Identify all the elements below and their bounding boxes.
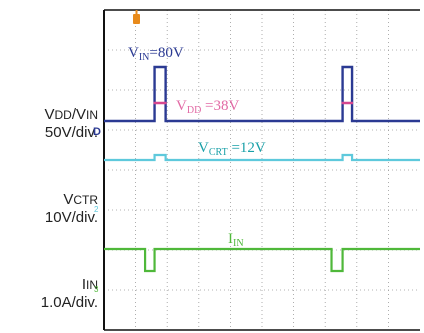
ch3-scale: 1.0A/div.	[40, 294, 98, 311]
ch3-main-sub: IN	[86, 278, 98, 292]
ch2-main: V	[63, 191, 74, 208]
channel1-label: VDD/VIN 50V/div.	[44, 106, 98, 141]
ch1-scale: 50V/div.	[44, 124, 98, 141]
channel2-label: VCTR 10V/div.	[45, 191, 98, 226]
traces	[104, 65, 420, 273]
ch1-main-sub: DD	[54, 108, 72, 122]
vin-trace	[104, 65, 420, 123]
vdd-annotation: VDD =38V	[176, 98, 240, 116]
ch1-main: V	[44, 106, 55, 123]
iin-trace	[104, 247, 420, 273]
trigger-marker	[133, 10, 140, 24]
ch1-sep: /V	[71, 106, 86, 123]
channel3-label: IIN 1.0A/div.	[41, 276, 98, 311]
channel2-marker: 2	[94, 205, 99, 214]
iin-annotation: IIN	[228, 231, 244, 249]
channel1-marker: D	[93, 126, 101, 138]
ch3-main: I	[81, 276, 86, 293]
vin-annotation: VIN=80V	[128, 45, 184, 63]
ch2-scale: 10V/div.	[44, 209, 98, 226]
grid	[104, 10, 420, 330]
channel3-marker: 3	[94, 285, 99, 294]
ch2-main-sub: CTR	[73, 193, 98, 207]
vcrt-annotation: VCRT =12V	[198, 140, 266, 158]
ch1-sep-sub: IN	[86, 108, 98, 122]
vcrt-trace	[104, 153, 420, 162]
